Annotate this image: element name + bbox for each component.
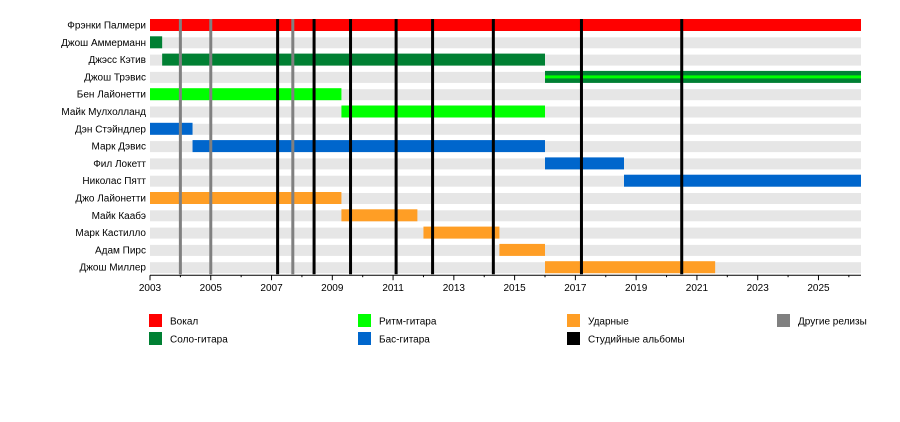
member-bar-drums (499, 243, 545, 256)
row-background (150, 158, 861, 170)
legend-swatch-bass (358, 332, 371, 345)
member-bar-lead (162, 53, 545, 66)
member-label: Джош Трэвис (84, 72, 146, 83)
legend-swatch-studio (567, 332, 580, 345)
row-background (150, 210, 861, 222)
row-background (150, 262, 861, 274)
legend-label-lead: Соло-гитара (170, 335, 228, 346)
member-bar-drums (423, 226, 500, 239)
member-bar-bass (192, 140, 546, 153)
member-label: Джо Лайонетти (75, 194, 146, 205)
x-tick-label: 2023 (747, 283, 770, 294)
member-bar-rhythm (341, 105, 545, 118)
member-label: Джош Миллер (79, 263, 146, 274)
legend-label-drums: Ударные (588, 317, 629, 328)
member-bar-bass (150, 122, 193, 135)
legend-label-rhythm: Ритм-гитара (379, 317, 437, 328)
legend-swatch-rhythm (358, 314, 371, 327)
member-bar-rhythm-stripe (545, 75, 861, 79)
x-tick-label: 2025 (807, 283, 830, 294)
legend-label-bass: Бас-гитара (379, 335, 430, 346)
x-tick-label: 2013 (443, 283, 466, 294)
legend-swatch-vocal (149, 314, 162, 327)
member-label: Марк Дэвис (92, 142, 147, 153)
member-label: Майк Мулхолланд (61, 107, 146, 118)
member-bar-bass (624, 174, 861, 187)
x-tick-label: 2021 (686, 283, 709, 294)
x-tick-label: 2019 (625, 283, 648, 294)
member-labels: Фрэнки Палмери Джош Аммерманн Джэсс Кэтив Д… (61, 21, 146, 274)
member-bar-bass (545, 157, 624, 170)
row-background (150, 175, 861, 187)
member-label: Марк Кастилло (75, 228, 146, 239)
member-label: Дэн Стэйндлер (75, 124, 146, 135)
member-label: Бен Лайонетти (77, 90, 146, 101)
member-label: Джэсс Кэтив (88, 55, 146, 66)
x-tick-label: 2009 (321, 283, 344, 294)
member-label: Николас Пятт (82, 176, 146, 187)
member-bar-drums (341, 209, 418, 222)
legend-swatch-drums (567, 314, 580, 327)
member-label: Адам Пирс (95, 245, 146, 256)
x-tick-label: 2005 (200, 283, 223, 294)
x-tick-label: 2007 (260, 283, 283, 294)
legend: Вокал Соло-гитара Ритм-гитара Бас-гитара Уда… (149, 314, 867, 346)
x-tick-label: 2011 (382, 283, 404, 294)
member-label: Фил Локетт (93, 159, 146, 170)
row-background (150, 37, 861, 49)
release-lines (178, 19, 684, 275)
x-tick-label: 2015 (503, 283, 526, 294)
legend-label-other: Другие релизы (798, 317, 867, 328)
row-background (150, 227, 861, 239)
legend-label-vocal: Вокал (170, 317, 198, 328)
x-tick-label: 2017 (564, 283, 587, 294)
row-background (150, 89, 861, 101)
member-label: Фрэнки Палмери (67, 21, 146, 32)
row-background (150, 71, 861, 83)
legend-swatch-lead (149, 332, 162, 345)
row-background (150, 123, 861, 135)
member-bar-drums (545, 261, 716, 274)
legend-label-studio: Студийные альбомы (588, 334, 685, 346)
x-tick-label: 2003 (139, 283, 162, 294)
member-bar-lead (150, 36, 163, 49)
member-bar-vocal (150, 19, 861, 31)
member-label: Майк Кaaбэ (92, 210, 146, 222)
row-background (150, 193, 861, 204)
legend-swatch-other (777, 314, 790, 327)
member-label: Джош Аммерманн (61, 38, 146, 49)
x-axis: 2003 2005 2007 2009 2011 2013 2015 2017 2019 2021… (139, 274, 861, 294)
